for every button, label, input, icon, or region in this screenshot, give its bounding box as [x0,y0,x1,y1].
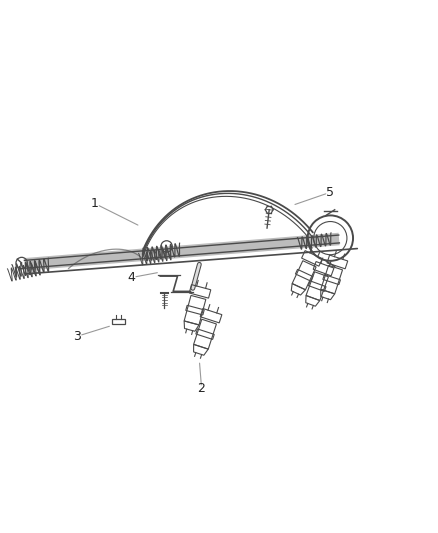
Text: 1: 1 [91,197,99,209]
Text: 3: 3 [73,330,81,343]
Text: 4: 4 [128,271,136,284]
Text: 2: 2 [198,382,205,395]
Text: 5: 5 [326,186,334,199]
